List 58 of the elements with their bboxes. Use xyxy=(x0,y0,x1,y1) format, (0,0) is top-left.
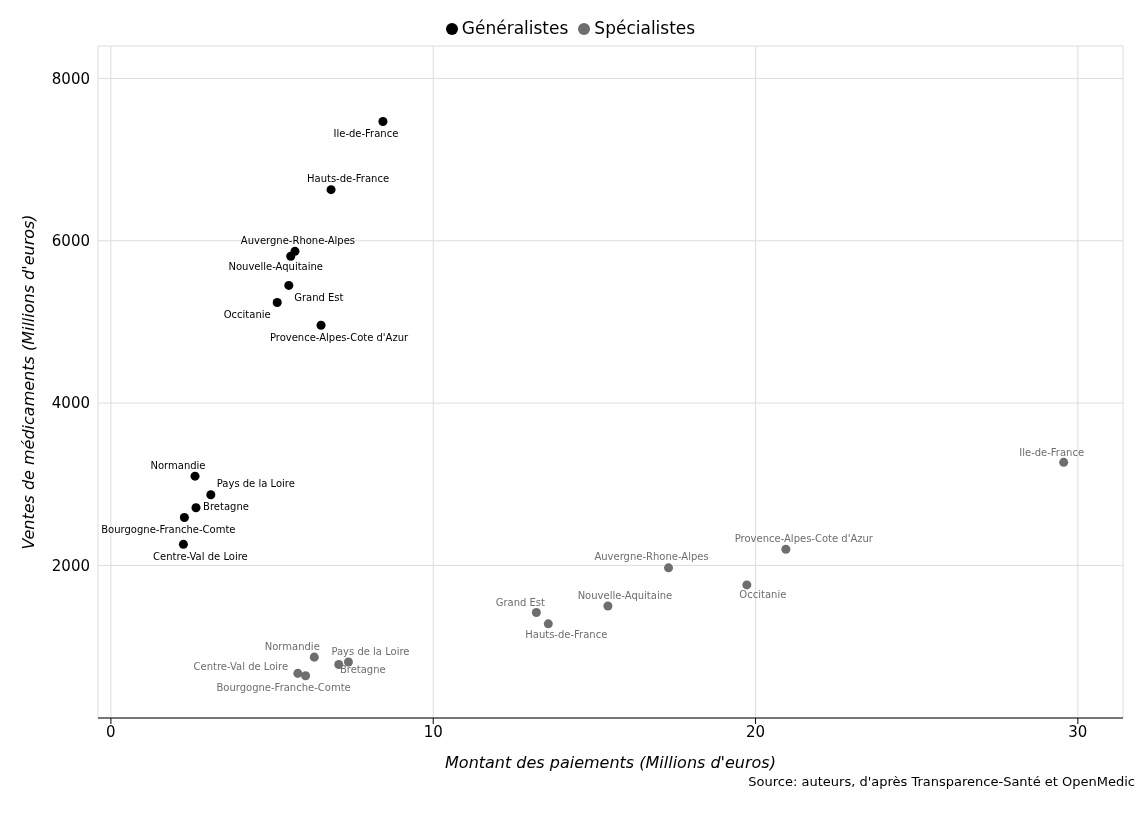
data-label: Ile-de-France xyxy=(333,127,399,139)
y-axis-title: Ventes de médicaments (Millions d'euros) xyxy=(18,214,38,550)
x-tick-label: 20 xyxy=(746,722,766,741)
data-label: Auvergne-Rhone-Alpes xyxy=(594,551,709,563)
data-label: Normandie xyxy=(150,459,206,471)
point xyxy=(603,601,613,611)
legend-label: Spécialistes xyxy=(594,18,696,38)
y-tick-label: 8000 xyxy=(51,69,90,88)
point xyxy=(316,320,326,330)
data-label: Pays de la Loire xyxy=(216,478,295,490)
point xyxy=(301,671,311,681)
data-label: Occitanie xyxy=(739,589,787,601)
point xyxy=(378,116,388,126)
data-label: Provence-Alpes-Cote d'Azur xyxy=(734,532,874,544)
point xyxy=(781,544,791,554)
source-note: Source: auteurs, d'après Transparence-Santé et OpenMedic xyxy=(747,774,1135,789)
data-label: Nouvelle-Aquitaine xyxy=(577,589,673,601)
data-label: Pays de la Loire xyxy=(331,645,410,657)
data-label: Occitanie xyxy=(223,308,271,320)
data-label: Nouvelle-Aquitaine xyxy=(228,260,324,272)
data-label: Centre-Val de Loire xyxy=(193,660,289,672)
x-tick-label: 30 xyxy=(1068,722,1088,741)
point xyxy=(190,471,200,481)
data-label: Normandie xyxy=(264,640,320,652)
point xyxy=(664,563,674,573)
point xyxy=(531,607,541,617)
point xyxy=(272,297,282,307)
point xyxy=(191,503,201,513)
data-label: Provence-Alpes-Cote d'Azur xyxy=(269,331,410,343)
point xyxy=(286,251,296,261)
y-tick-label: 2000 xyxy=(51,556,90,575)
point xyxy=(284,280,294,290)
point xyxy=(206,490,216,500)
y-tick-label: 6000 xyxy=(51,232,90,251)
x-tick-label: 10 xyxy=(423,722,443,741)
point xyxy=(179,513,189,523)
data-label: Hauts-de-France xyxy=(525,629,608,641)
data-label: Bourgogne-Franche-Comte xyxy=(101,524,236,536)
point xyxy=(326,185,336,195)
data-label: Bretagne xyxy=(203,501,249,513)
data-label: Auvergne-Rhone-Alpes xyxy=(240,234,356,246)
point xyxy=(543,619,553,629)
point xyxy=(293,668,303,678)
x-tick-label: 0 xyxy=(106,722,116,741)
point xyxy=(742,580,752,590)
y-tick-label: 4000 xyxy=(51,394,90,413)
point xyxy=(309,652,319,662)
data-label: Hauts-de-France xyxy=(307,173,390,185)
legend-label: Généralistes xyxy=(461,18,569,38)
data-label: Ile-de-France xyxy=(1019,446,1085,458)
data-label: Bretagne xyxy=(339,663,386,675)
data-label: Centre-Val de Loire xyxy=(153,550,248,562)
data-label: Bourgogne-Franche-Comte xyxy=(216,682,351,694)
point xyxy=(1059,457,1069,467)
data-label: Grand Est xyxy=(495,596,546,608)
x-axis-title: Montant des paiements (Millions d'euros) xyxy=(445,753,776,772)
data-label: Grand Est xyxy=(294,291,344,303)
point xyxy=(178,539,188,549)
